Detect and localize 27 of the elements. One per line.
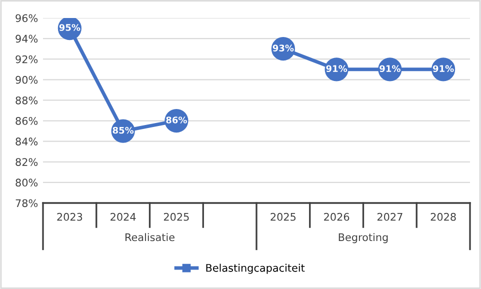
- x-tick-label: 2027: [377, 212, 402, 221]
- y-tick-label: 88%: [16, 96, 38, 104]
- data-label: 93%: [272, 44, 294, 52]
- y-tick-label: 82%: [16, 158, 38, 166]
- x-tick-label: 2023: [57, 212, 82, 221]
- y-tick-label: 80%: [16, 178, 38, 187]
- y-tick-label: 92%: [16, 55, 38, 64]
- data-label: 91%: [432, 65, 454, 72]
- text: Begroting: [338, 233, 388, 244]
- x-tick-label: 2024: [110, 212, 136, 221]
- x-tick-label: 2028: [430, 212, 456, 221]
- data-label: 91%: [380, 65, 400, 72]
- y-tick-label: 90%: [16, 76, 38, 84]
- x-tick-label: 2025: [164, 212, 189, 221]
- data-label: 91%: [326, 65, 348, 72]
- y-tick-label: 94%: [16, 34, 38, 43]
- x-tick-label: 2025: [270, 212, 296, 221]
- y-tick-label: 84%: [16, 138, 38, 146]
- data-label: 95%: [59, 24, 80, 31]
- y-tick-label: 86%: [16, 117, 38, 125]
- data-label: 86%: [166, 116, 187, 124]
- y-tick-label: 78%: [16, 199, 38, 208]
- text: Realisatie: [126, 233, 174, 242]
- x-tick-label: 2026: [324, 212, 350, 221]
- data-label: 85%: [112, 126, 134, 134]
- legend-label: Belastingcapaciteit: [206, 264, 305, 274]
- y-tick-label: 96%: [16, 14, 38, 22]
